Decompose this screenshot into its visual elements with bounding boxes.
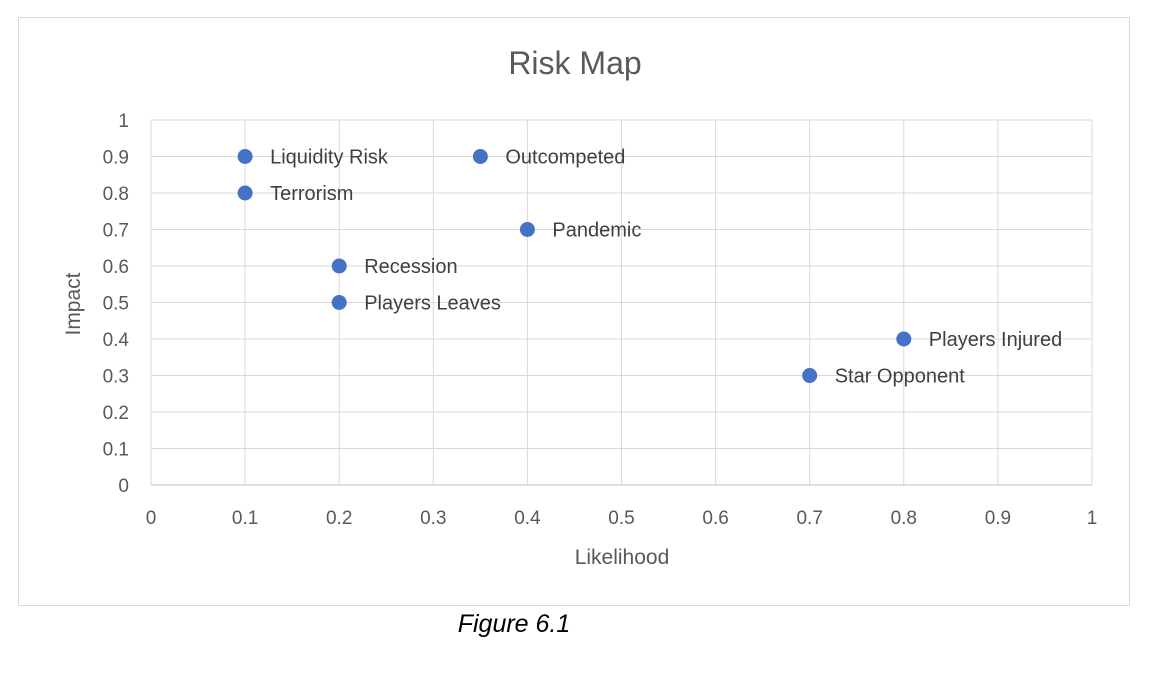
y-tick-label: 0.1 [103,440,129,461]
y-tick-label: 0.2 [103,403,129,424]
data-point-label: Players Leaves [364,293,501,315]
x-tick-label: 1 [1087,508,1098,529]
y-tick-label: 1 [118,111,129,132]
data-point [237,185,253,201]
data-point-label: Outcompeted [505,147,625,169]
x-tick-label: 0.5 [608,508,634,529]
x-axis-title: Likelihood [575,546,670,569]
figure-caption: Figure 6.1 [457,610,571,638]
data-point [519,222,535,237]
data-point [472,149,488,164]
x-tick-label: 0.4 [514,508,541,529]
x-tick-label: 0.2 [326,508,352,529]
data-point-label: Liquidity Risk [270,147,389,169]
x-tick-label: 0.8 [891,508,917,529]
x-tick-label: 0.6 [702,508,728,529]
data-point-label: Recession [364,256,457,278]
y-tick-label: 0.9 [103,148,129,169]
data-point-label: Pandemic [552,220,641,242]
data-point-label: Star Opponent [835,366,966,388]
y-axis-title: Impact [62,272,85,335]
y-tick-label: 0.3 [103,367,129,388]
chart-area: Risk Map 0 0.1 0.2 0.3 0.4 0.5 0.6 0.7 0.8 0.9 1 0… [18,17,1130,606]
data-point [331,258,347,274]
x-tick-label: 0 [146,508,157,529]
chart-title: Risk Map [508,45,641,81]
data-point [896,331,912,347]
y-tick-label: 0.5 [103,294,129,315]
x-axis-ticks: 0 0.1 0.2 0.3 0.4 0.5 0.6 0.7 0.8 0.9 1 [146,508,1098,529]
x-tick-label: 0.1 [232,508,258,529]
risk-map-chart: Risk Map 0 0.1 0.2 0.3 0.4 0.5 0.6 0.7 0.8 0.9 1 0… [62,45,1098,569]
x-tick-label: 0.3 [420,508,446,529]
x-tick-label: 0.7 [796,508,822,529]
data-points: Liquidity Risk Terrorism Outcompeted Pandem… [237,147,1062,388]
y-tick-label: 0.7 [103,221,129,242]
data-point-label: Players Injured [929,329,1062,351]
x-tick-label: 0.9 [985,508,1011,529]
grid-lines [150,119,1093,486]
data-point-label: Terrorism [270,183,353,205]
data-point [331,295,347,310]
y-tick-label: 0.4 [103,330,130,351]
data-point [237,149,253,164]
y-axis-ticks: 0 0.1 0.2 0.3 0.4 0.5 0.6 0.7 0.8 0.9 1 [103,111,130,497]
data-point [802,368,818,383]
y-tick-label: 0 [118,476,129,497]
y-tick-label: 0.8 [103,184,129,205]
y-tick-label: 0.6 [103,257,129,278]
